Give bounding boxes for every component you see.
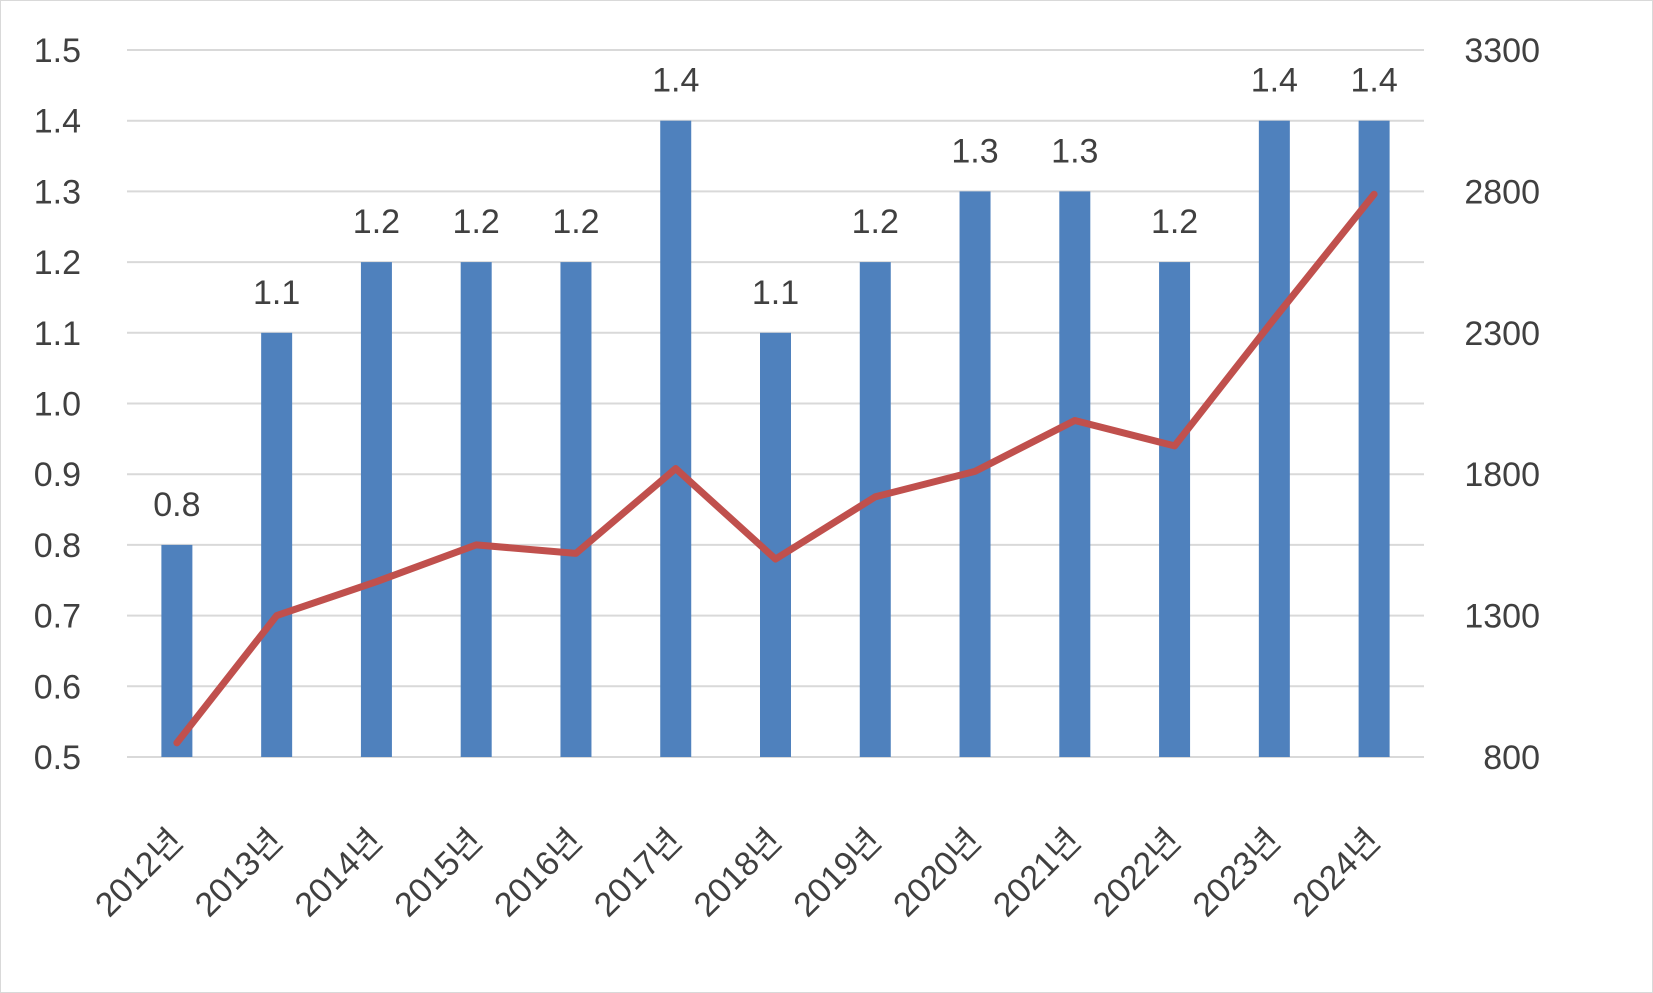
left-y-tick-label: 1.4 xyxy=(34,103,81,141)
left-y-tick-label: 0.8 xyxy=(34,527,81,565)
bar xyxy=(161,544,193,757)
right-y-tick-label: 2300 xyxy=(1464,315,1540,353)
bar xyxy=(460,262,492,757)
x-tick-label: 2022년 xyxy=(1086,822,1188,924)
right-y-tick-label: 2800 xyxy=(1464,173,1540,211)
bar-data-label: 1.2 xyxy=(453,203,500,241)
right-y-tick-label: 1800 xyxy=(1464,456,1540,494)
bar xyxy=(1059,191,1091,757)
bar xyxy=(560,262,592,757)
x-tick-label: 2016년 xyxy=(487,822,589,924)
right-y-axis: 800 1300 1800 2300 2800 3300 xyxy=(1464,32,1540,777)
left-y-tick-label: 0.9 xyxy=(34,456,81,494)
bar xyxy=(261,332,293,757)
right-y-tick-label: 3300 xyxy=(1464,32,1540,70)
bar-data-label: 1.2 xyxy=(353,203,400,241)
bar xyxy=(1358,120,1390,757)
left-y-tick-label: 0.7 xyxy=(34,598,81,636)
bar-data-label: 1.1 xyxy=(253,274,300,312)
bar-series xyxy=(161,120,1390,757)
bar-data-label: 1.2 xyxy=(852,203,899,241)
x-tick-label: 2019년 xyxy=(786,822,888,924)
bar xyxy=(760,332,791,757)
left-y-axis: 0.5 0.6 0.7 0.8 0.9 1.0 1.1 1.2 1.3 1.4 1.5 xyxy=(34,32,81,777)
x-tick-label: 2017년 xyxy=(587,822,689,924)
right-y-tick-label: 800 xyxy=(1483,739,1540,777)
bar-data-label: 1.2 xyxy=(1151,203,1198,241)
bar xyxy=(1159,262,1191,757)
bar xyxy=(360,262,392,757)
bar-data-label: 1.2 xyxy=(552,203,599,241)
right-y-tick-label: 1300 xyxy=(1464,598,1540,636)
bar-data-label: 1.3 xyxy=(1051,132,1098,170)
line-series xyxy=(173,190,1378,747)
left-y-tick-label: 1.3 xyxy=(34,173,81,211)
bar-data-label: 1.4 xyxy=(652,62,699,100)
bar xyxy=(859,262,891,757)
left-y-tick-label: 1.0 xyxy=(34,386,81,424)
x-tick-label: 2012년 xyxy=(88,822,190,924)
x-tick-label: 2020년 xyxy=(886,822,988,924)
x-axis: 2012년2013년2014년2015년2016년2017년2018년2019년… xyxy=(88,822,1388,924)
bar-data-label: 1.1 xyxy=(752,274,799,312)
x-tick-label: 2015년 xyxy=(387,822,489,924)
left-y-tick-label: 1.5 xyxy=(34,32,81,70)
bar-data-label: 1.3 xyxy=(951,132,998,170)
bar-data-label: 1.4 xyxy=(1350,62,1397,100)
left-y-tick-label: 0.5 xyxy=(34,739,81,777)
left-y-tick-label: 0.6 xyxy=(34,668,81,706)
x-tick-label: 2013년 xyxy=(188,822,290,924)
bar-data-label: 0.8 xyxy=(153,486,200,524)
bar xyxy=(1258,120,1290,757)
left-y-tick-label: 1.1 xyxy=(34,315,81,353)
x-tick-label: 2014년 xyxy=(288,822,390,924)
x-tick-label: 2024년 xyxy=(1285,822,1387,924)
left-y-tick-label: 1.2 xyxy=(34,244,81,282)
bar-data-label: 1.4 xyxy=(1251,62,1298,100)
bar xyxy=(660,120,692,757)
x-tick-label: 2021년 xyxy=(986,822,1088,924)
x-tick-label: 2018년 xyxy=(687,822,789,924)
data-labels: 0.8 1.1 1.2 1.2 1.2 1.4 1.1 1.2 1.3 1.3 1.2 1.4 1.4 xyxy=(153,62,1397,524)
x-tick-label: 2023년 xyxy=(1186,822,1288,924)
